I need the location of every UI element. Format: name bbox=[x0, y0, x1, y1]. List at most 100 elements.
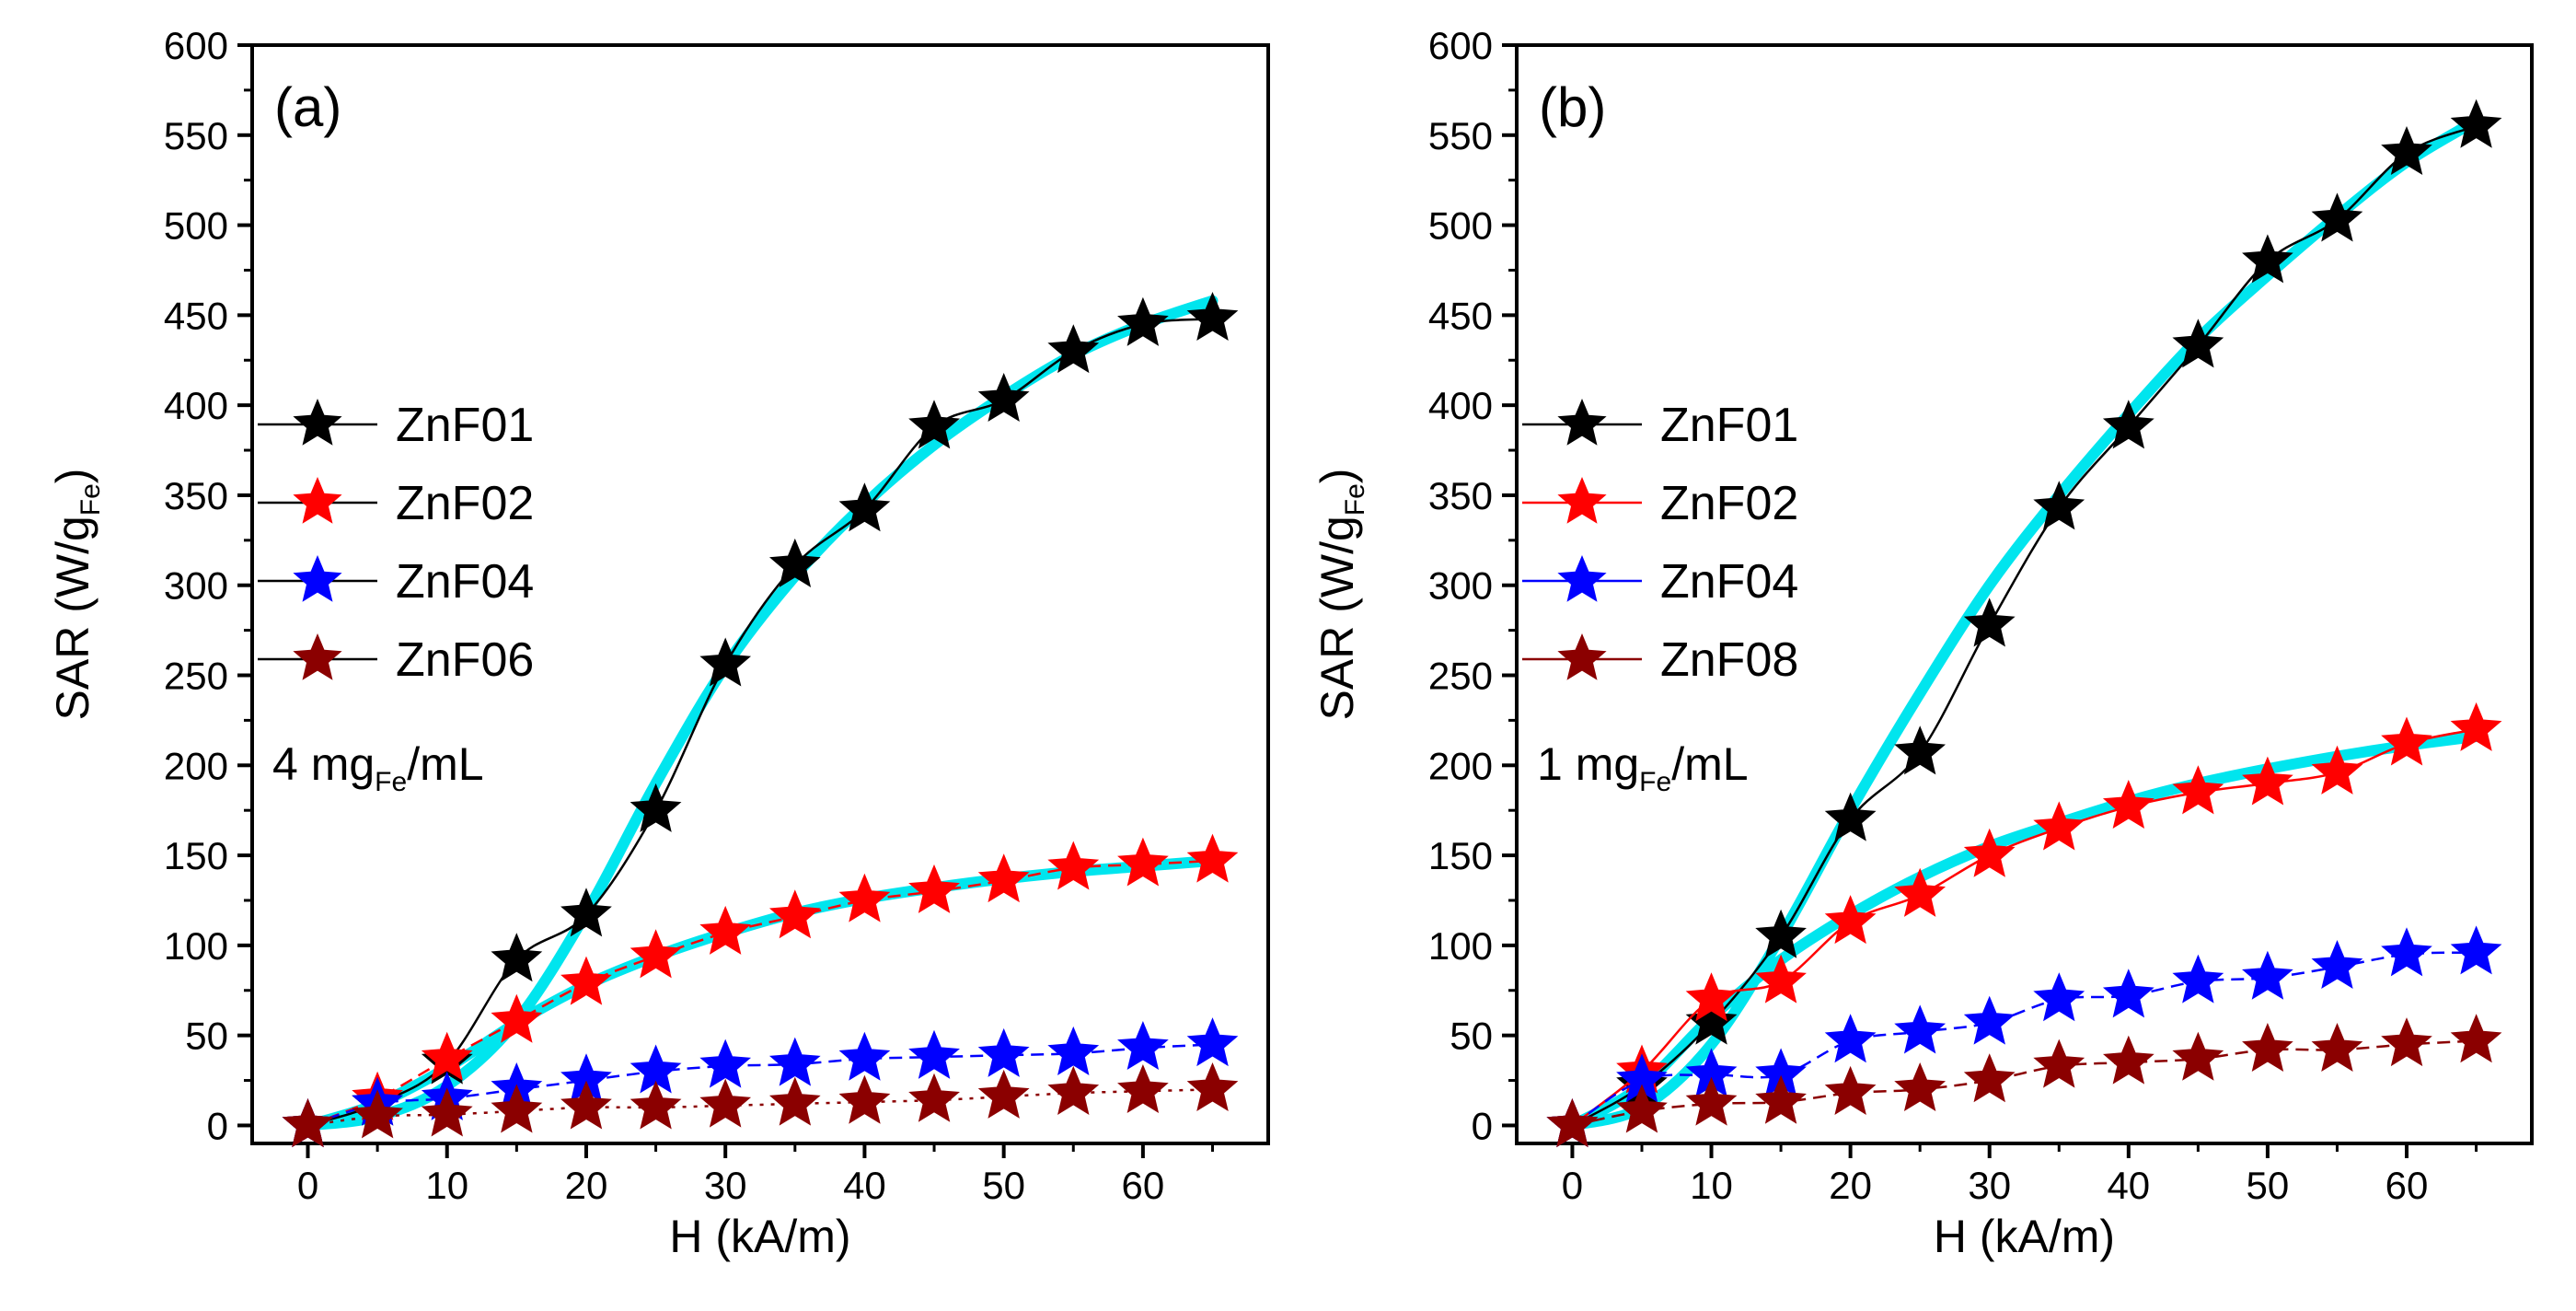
y-tick-label: 450 bbox=[1428, 294, 1493, 337]
data-point-ZnF02 bbox=[838, 873, 891, 922]
data-point-ZnF02 bbox=[1047, 841, 1100, 890]
annotation-pre: 4 mg bbox=[272, 738, 375, 790]
x-tick-label: 60 bbox=[2385, 1164, 2429, 1207]
panel-label: (a) bbox=[274, 76, 341, 138]
data-point-ZnF01 bbox=[2311, 192, 2363, 242]
data-point-ZnF04 bbox=[2311, 939, 2363, 990]
x-tick-label: 0 bbox=[1562, 1164, 1583, 1207]
chart-panel-a: 0 10 20 30 40 50 60050100150200250300350400450… bbox=[47, 24, 1270, 1262]
y-tick-label: 0 bbox=[1472, 1104, 1493, 1147]
data-point-ZnF06 bbox=[491, 1084, 543, 1133]
data-point-ZnF08 bbox=[2102, 1035, 2154, 1085]
data-point-ZnF06 bbox=[1047, 1065, 1100, 1115]
data-point-ZnF01 bbox=[1963, 597, 2016, 647]
data-point-ZnF06 bbox=[1117, 1063, 1169, 1113]
data-point-ZnF01 bbox=[2242, 234, 2293, 284]
concentration-annotation: 4 mgFe/mL bbox=[272, 738, 484, 797]
data-point-ZnF06 bbox=[560, 1080, 612, 1130]
data-point-ZnF02 bbox=[2242, 756, 2293, 806]
y-axis-title-subscript: Fe bbox=[75, 483, 106, 516]
x-tick-label: 50 bbox=[2247, 1164, 2290, 1207]
y-tick-label: 200 bbox=[1428, 744, 1493, 787]
data-point-ZnF02 bbox=[630, 929, 682, 979]
data-point-ZnF04 bbox=[2102, 969, 2154, 1018]
legend-label-ZnF08: ZnF08 bbox=[1660, 633, 1798, 687]
legend-marker-ZnF02 bbox=[293, 477, 342, 524]
x-tick-label: 40 bbox=[843, 1164, 886, 1207]
series-line-ZnF01 bbox=[1571, 124, 2478, 1127]
y-tick-label: 400 bbox=[1428, 384, 1493, 427]
data-point-ZnF01 bbox=[560, 888, 612, 937]
data-point-ZnF04 bbox=[838, 1031, 891, 1081]
data-point-ZnF02 bbox=[2311, 745, 2363, 795]
data-point-ZnF01 bbox=[1047, 324, 1100, 374]
data-point-ZnF02 bbox=[1894, 867, 1946, 917]
data-point-ZnF01 bbox=[630, 783, 682, 832]
data-point-ZnF08 bbox=[1616, 1084, 1668, 1133]
data-point-ZnF08 bbox=[2450, 1014, 2502, 1063]
data-point-ZnF08 bbox=[2381, 1017, 2432, 1067]
y-axis-title: SAR (W/gFe) bbox=[1311, 469, 1370, 721]
y-tick-label: 50 bbox=[185, 1015, 228, 1058]
data-point-ZnF04 bbox=[2381, 927, 2432, 977]
y-tick-label: 150 bbox=[1428, 834, 1493, 877]
data-point-ZnF02 bbox=[2450, 702, 2502, 751]
data-point-ZnF04 bbox=[2242, 950, 2293, 1000]
y-tick-label: 100 bbox=[164, 924, 228, 968]
data-point-ZnF06 bbox=[977, 1069, 1030, 1119]
legend-marker-ZnF01 bbox=[293, 399, 342, 446]
data-point-ZnF08 bbox=[1546, 1098, 1599, 1148]
data-point-ZnF04 bbox=[2033, 972, 2085, 1022]
data-point-ZnF02 bbox=[1755, 954, 1807, 1004]
y-axis-title-main: SAR (W/g bbox=[47, 516, 98, 720]
x-tick-label: 0 bbox=[297, 1164, 318, 1207]
data-point-ZnF04 bbox=[908, 1029, 960, 1079]
data-point-ZnF02 bbox=[560, 956, 612, 1005]
data-point-ZnF01 bbox=[838, 482, 891, 532]
data-point-ZnF01 bbox=[2381, 125, 2432, 176]
y-axis-title-main: SAR (W/g bbox=[1311, 516, 1363, 720]
data-point-ZnF04 bbox=[1186, 1017, 1239, 1067]
y-axis-title-end: ) bbox=[1311, 469, 1363, 484]
y-tick-label: 550 bbox=[1428, 114, 1493, 157]
data-point-ZnF02 bbox=[1117, 837, 1169, 887]
data-point-ZnF06 bbox=[352, 1089, 403, 1139]
data-point-ZnF08 bbox=[1685, 1076, 1738, 1126]
chart-panel-b: 0 10 20 30 40 50 60050100150200250300350400450… bbox=[1311, 24, 2534, 1262]
legend-label-ZnF01: ZnF01 bbox=[1660, 399, 1798, 452]
y-axis-title-subscript: Fe bbox=[1340, 483, 1370, 516]
data-point-ZnF04 bbox=[768, 1037, 821, 1086]
data-point-ZnF02 bbox=[491, 993, 543, 1043]
data-point-ZnF01 bbox=[1824, 792, 1877, 841]
data-point-ZnF02 bbox=[1824, 895, 1877, 945]
y-tick-label: 600 bbox=[164, 24, 228, 67]
data-point-ZnF06 bbox=[838, 1074, 891, 1124]
x-tick-label: 10 bbox=[1690, 1164, 1733, 1207]
y-tick-label: 600 bbox=[1428, 24, 1493, 67]
data-point-ZnF04 bbox=[1963, 995, 2016, 1045]
legend-marker-ZnF01 bbox=[1557, 399, 1607, 446]
plot-frame bbox=[1515, 43, 2534, 1145]
y-tick-label: 350 bbox=[1428, 474, 1493, 517]
legend-label-ZnF06: ZnF06 bbox=[396, 633, 534, 687]
data-point-ZnF08 bbox=[1755, 1074, 1807, 1124]
data-point-ZnF06 bbox=[421, 1087, 473, 1137]
data-point-ZnF08 bbox=[1963, 1053, 2016, 1103]
data-point-ZnF06 bbox=[1186, 1062, 1239, 1112]
data-point-ZnF01 bbox=[2450, 99, 2502, 148]
data-point-ZnF06 bbox=[699, 1078, 752, 1128]
x-tick-label: 20 bbox=[1829, 1164, 1872, 1207]
data-point-ZnF02 bbox=[2033, 801, 2085, 851]
y-tick-label: 350 bbox=[164, 474, 228, 517]
data-point-ZnF02 bbox=[2102, 779, 2154, 829]
y-tick-label: 300 bbox=[164, 564, 228, 608]
data-point-ZnF06 bbox=[630, 1080, 682, 1130]
y-tick-label: 500 bbox=[164, 204, 228, 248]
annotation-pre: 1 mg bbox=[1537, 738, 1639, 790]
y-axis-title-end: ) bbox=[47, 469, 98, 484]
x-tick-label: 60 bbox=[1122, 1164, 1165, 1207]
data-point-ZnF01 bbox=[1894, 725, 1946, 775]
x-tick-label: 20 bbox=[565, 1164, 608, 1207]
y-tick-label: 0 bbox=[207, 1104, 228, 1147]
